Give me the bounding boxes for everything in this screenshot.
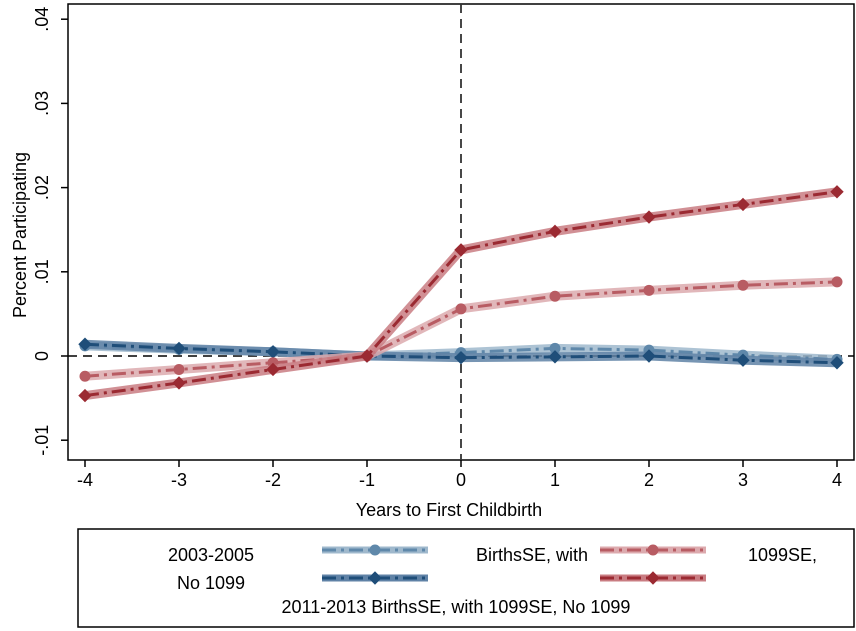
data-point (173, 363, 185, 375)
data-point (172, 376, 186, 390)
x-tick-label: -1 (359, 470, 375, 490)
legend-key-s1 (322, 544, 428, 556)
legend-label-1099se: 1099SE, (748, 545, 817, 565)
data-point (548, 224, 562, 239)
legend-key-s2 (322, 571, 428, 585)
data-point (736, 197, 750, 212)
data-point (830, 185, 844, 199)
plot-area (67, 3, 855, 461)
data-point (78, 388, 92, 403)
x-tick-label: 3 (738, 470, 748, 490)
x-axis-title: Years to First Childbirth (356, 500, 542, 520)
y-axis: -.01 0 .01 .02 .03 .04 (32, 7, 68, 456)
data-point (368, 571, 382, 585)
x-tick-label: 2 (644, 470, 654, 490)
legend-key-s4 (600, 571, 706, 585)
data-point (455, 303, 467, 315)
legend-key-s3 (600, 544, 706, 556)
data-point (78, 337, 92, 351)
series-s4 (78, 185, 844, 403)
legend-label-no-1099-a: No 1099 (177, 573, 245, 593)
y-tick-label: .04 (32, 7, 52, 32)
y-tick-label: .03 (32, 91, 52, 116)
data-point (172, 341, 186, 356)
x-tick-label: 4 (832, 470, 842, 490)
data-point (454, 350, 468, 365)
data-point (642, 349, 656, 363)
y-tick-label: 0 (32, 351, 52, 361)
data-point (737, 279, 749, 291)
data-point (369, 544, 381, 556)
x-tick-label: -3 (171, 470, 187, 490)
y-tick-label: .01 (32, 259, 52, 284)
series-s3 (79, 276, 843, 382)
x-tick-label: -2 (265, 470, 281, 490)
data-point (266, 362, 280, 377)
x-tick-label: 1 (550, 470, 560, 490)
y-tick-label: -.01 (32, 425, 52, 456)
x-tick-label: 0 (456, 470, 466, 490)
x-tick-label: -4 (77, 470, 93, 490)
data-point (831, 276, 843, 288)
data-point (646, 571, 660, 585)
legend-label-births-se: BirthsSE, with (476, 545, 588, 565)
data-point (454, 243, 468, 257)
series-line (84, 344, 838, 361)
y-tick-label: .02 (32, 175, 52, 200)
data-point (643, 284, 655, 296)
data-point (360, 349, 374, 363)
data-point (647, 544, 659, 556)
x-axis: -4 -3 -2 -1 0 1 2 3 4 (77, 460, 842, 490)
data-point (548, 350, 562, 364)
data-point (549, 290, 561, 302)
data-point (642, 210, 656, 224)
data-point (830, 356, 844, 370)
data-point (736, 353, 750, 367)
y-axis-title: Percent Participating (10, 152, 30, 318)
legend-box (77, 528, 855, 628)
legend-label-period-a: 2003-2005 (168, 545, 254, 565)
legend: 2003-2005 No 1099 BirthsSE, with 1099SE,… (77, 528, 855, 628)
data-point (79, 370, 91, 382)
legend-label-period-b: 2011-2013 BirthsSE, with 1099SE, No 1099 (282, 597, 631, 617)
legend-keys (322, 544, 706, 585)
series-line (84, 342, 838, 365)
